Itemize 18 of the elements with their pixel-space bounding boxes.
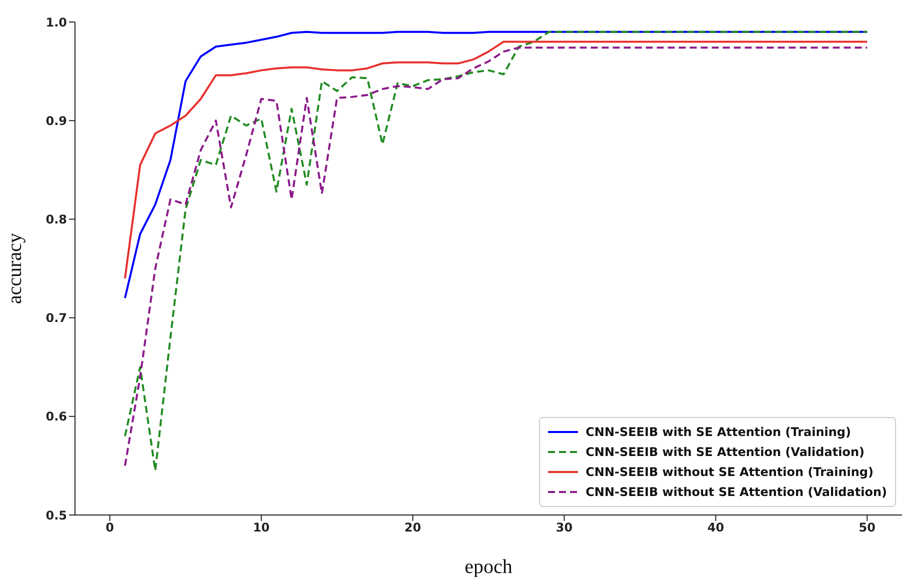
x-tick-label: 30: [556, 520, 573, 535]
legend-label: CNN-SEEIB without SE Attention (Validation): [586, 484, 887, 501]
x-axis-title: epoch: [464, 556, 512, 578]
legend-label: CNN-SEEIB with SE Attention (Validation): [586, 444, 864, 461]
y-tick-label: 0.5: [46, 508, 67, 522]
y-tick-label: 1.0: [46, 15, 67, 30]
x-tick-label: 10: [252, 520, 270, 535]
x-tick-label: 0: [106, 520, 114, 535]
x-tick-label: 20: [404, 520, 422, 535]
legend-label: CNN-SEEIB without SE Attention (Training): [586, 464, 874, 481]
y-tick-label: 0.8: [46, 212, 67, 226]
legend-label: CNN-SEEIB with SE Attention (Training): [586, 424, 851, 441]
x-tick-label: 40: [707, 520, 724, 535]
y-tick-label: 0.6: [46, 410, 67, 424]
y-tick-label: 0.9: [46, 114, 67, 128]
x-tick-label: 50: [858, 520, 876, 535]
y-axis-title: accuracy: [4, 232, 26, 304]
y-tick-label: 0.7: [46, 311, 67, 326]
